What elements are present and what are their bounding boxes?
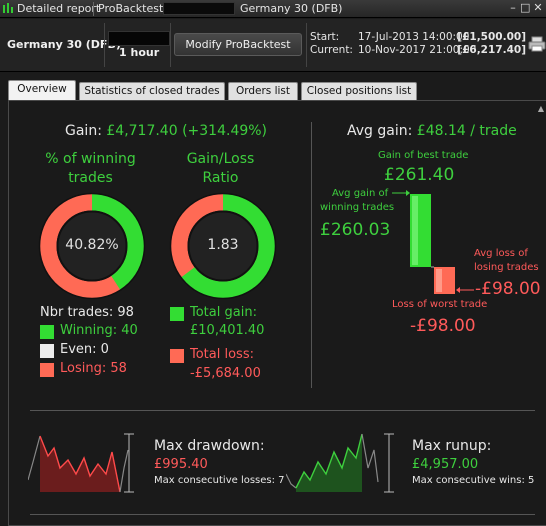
maximize-icon[interactable]: □ (520, 1, 531, 14)
max-consec-wins: Max consecutive wins: 5 (412, 475, 535, 486)
avg-gain-value: £48.14 / trade (416, 123, 517, 139)
drawdown-line-pre (28, 435, 41, 481)
tab-strip: Overview Statistics of closed trades Ord… (0, 79, 546, 101)
max-consec-losses: Max consecutive losses: 7 (154, 475, 285, 486)
avg-win-label-1: Avg gain of (332, 188, 389, 199)
overview-panel (8, 100, 546, 526)
chart-app-icon (3, 3, 13, 13)
avg-win-value: £260.03 (320, 220, 391, 240)
avg-gain-summary: Avg gain: £48.14 / trade (347, 123, 517, 139)
avg-loss-label-1: Avg loss of (474, 248, 528, 259)
losing-count: Losing: 58 (60, 361, 127, 376)
avg-gain-loss-bars (392, 190, 474, 294)
avg-loss-value: -£98.00 (475, 279, 541, 299)
instrument-name: Germany 30 (DFB) (7, 38, 121, 51)
drawdown-line (39, 435, 121, 493)
arrow-head-avg-win (406, 190, 410, 196)
gain-loss-donut-center (187, 210, 259, 282)
total-gain-value: £10,401.40 (190, 323, 265, 338)
start-label: Start: (310, 31, 340, 43)
max-runup-value: £4,957.00 (412, 457, 479, 472)
modify-probacktest-button[interactable]: Modify ProBacktest (174, 33, 302, 56)
avg-loss-label-2: losing trades (474, 262, 539, 273)
current-date: 10-Nov-2017 21:00:00 (358, 44, 477, 56)
start-amount: [£1,500.00] (457, 31, 526, 43)
tab-probacktest[interactable]: ProBacktest (98, 2, 164, 15)
bar-avg-win-hl (412, 196, 418, 265)
tab-overview[interactable]: Overview (8, 80, 76, 101)
minimize-icon[interactable]: – (510, 1, 516, 14)
worst-trade-label: Loss of worst trade (392, 299, 488, 310)
max-drawdown-label: Max drawdown: (154, 438, 265, 454)
winning-pct-donut (38, 192, 146, 300)
gain-label: Gain: (65, 123, 102, 139)
avg-gain-label: Avg gain: (347, 123, 413, 139)
runup-area (296, 434, 362, 492)
total-loss-swatch (170, 349, 184, 363)
bar-avg-loss-hl (436, 269, 442, 292)
nbr-trades: Nbr trades: 98 (40, 305, 134, 320)
horizontal-divider (30, 410, 535, 411)
best-trade-value: £261.40 (384, 165, 455, 185)
runup-line (295, 433, 363, 489)
winning-count: Winning: 40 (60, 323, 138, 338)
best-trade-label: Gain of best trade (378, 150, 469, 161)
avg-win-label-2: winning trades (320, 202, 395, 213)
losing-swatch (40, 363, 54, 377)
max-drawdown-value: £995.40 (154, 457, 208, 472)
redacted-field (108, 31, 170, 46)
date-range: Start: 17-Jul-2013 14:00:00 [£1,500.00] … (310, 31, 526, 57)
start-date: 17-Jul-2013 14:00:00 (358, 31, 470, 43)
close-icon[interactable]: ✕ (533, 1, 543, 14)
printer-icon[interactable] (528, 36, 546, 52)
section-divider (311, 122, 312, 388)
winning-pct-donut-win-segment (39, 193, 145, 299)
winning-swatch (40, 325, 54, 339)
worst-trade-value: -£98.00 (410, 316, 476, 336)
tab-statistics[interactable]: Statistics of closed trades (79, 82, 225, 101)
gain-loss-ratio-donut (169, 192, 277, 300)
tab-orders-list[interactable]: Orders list (228, 82, 298, 101)
runup-sparkline (286, 433, 394, 493)
winning-pct-title: % of winning trades (45, 151, 136, 186)
current-label: Current: (310, 44, 353, 56)
winning-pct-value: 40.82% (65, 237, 119, 253)
gain-loss-donut-outline (169, 192, 277, 300)
toolbar: Germany 30 (DFB) 1 hour Modify ProBackte… (0, 19, 546, 72)
gain-summary: Gain: £4,717.40 (+314.49%) (65, 123, 267, 139)
gain-loss-donut-win-segment (170, 193, 276, 299)
tab-closed-positions[interactable]: Closed positions list (301, 82, 417, 101)
gain-value: £4,717.40 (+314.49%) (106, 123, 268, 139)
winning-pct-donut-center (56, 210, 128, 282)
current-amount: [£6,217.40] (457, 44, 526, 56)
scroll-up-icon[interactable]: ▲ (537, 104, 545, 113)
gain-loss-ratio-title: Gain/Loss Ratio (186, 151, 255, 186)
gain-loss-ratio-value: 1.83 (207, 237, 239, 253)
window-title: Germany 30 (DFB) (240, 2, 343, 15)
horizontal-divider-bottom (30, 514, 535, 515)
runup-line-post (361, 433, 379, 483)
drawdown-sparkline (28, 433, 134, 493)
total-gain-label: Total gain: (190, 305, 257, 320)
redacted-field (163, 2, 235, 15)
total-loss-label: Total loss: (190, 347, 254, 362)
total-gain-swatch (170, 307, 184, 321)
even-count: Even: 0 (60, 342, 109, 357)
max-runup-label: Max runup: (412, 438, 492, 454)
runup-line-pre (286, 473, 297, 489)
title-bar: Detailed report ProBacktest Germany 30 (… (0, 0, 546, 18)
arrow-head-avg-loss (456, 287, 460, 293)
even-swatch (40, 344, 54, 358)
period-label: 1 hour (119, 46, 160, 59)
drawdown-area (40, 436, 120, 492)
drawdown-line-post (119, 449, 129, 493)
total-loss-value: -£5,684.00 (190, 366, 261, 381)
tab-detailed-report[interactable]: Detailed report (17, 2, 101, 15)
winning-pct-donut-outline (38, 192, 146, 300)
